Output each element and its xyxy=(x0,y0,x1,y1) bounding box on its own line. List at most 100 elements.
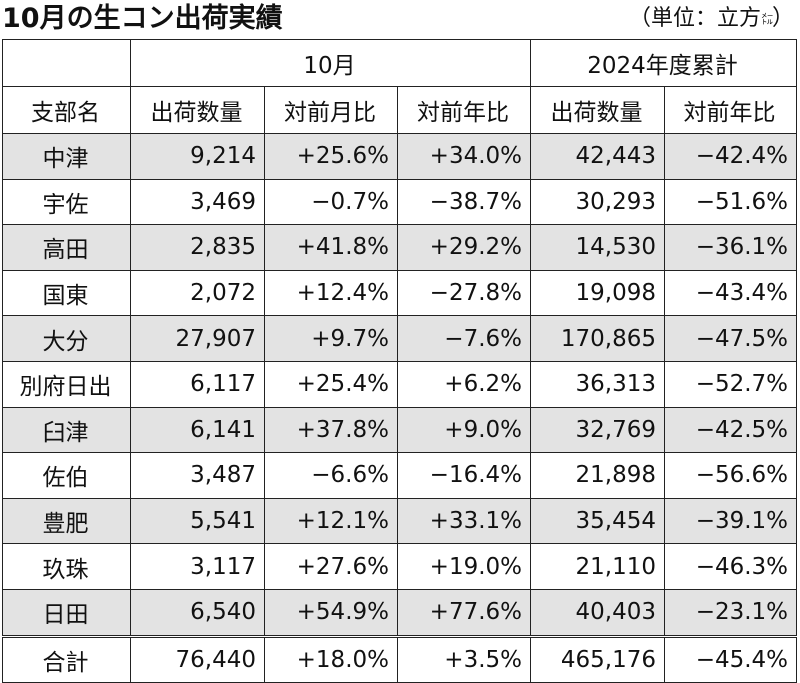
branch-name-cell: 国東 xyxy=(2,269,131,317)
month-qty-cell: 3,117 xyxy=(130,543,265,590)
month-qty-cell: 2,835 xyxy=(130,224,265,271)
table-row: 中津 9,214 +25.6% +34.0% 42,443 −42.4% xyxy=(2,133,798,180)
month-yoy-cell: +19.0% xyxy=(396,543,532,590)
header-column-row: 支部名 出荷数量 対前月比 対前年比 出荷数量 対前年比 xyxy=(2,86,798,134)
report-title: 10月の生コン出荷実績 xyxy=(2,3,283,34)
year-qty-cell: 465,176 xyxy=(530,634,666,683)
year-qty-cell: 30,293 xyxy=(530,178,666,226)
branch-name-cell: 中津 xyxy=(2,133,131,180)
year-qty-cell: 21,110 xyxy=(530,543,666,590)
month-qty-cell: 6,540 xyxy=(130,588,265,637)
month-mom-cell: −0.7% xyxy=(264,178,398,226)
month-qty-cell: 3,487 xyxy=(130,452,265,499)
year-qty-cell: 36,313 xyxy=(530,360,666,408)
month-yoy-cell: +33.1% xyxy=(396,497,532,545)
month-yoy-cell: +34.0% xyxy=(396,133,532,180)
month-mom-cell: +27.6% xyxy=(264,543,398,590)
year-qty-cell: 21,898 xyxy=(530,452,666,499)
month-yoy-cell: −27.8% xyxy=(396,269,532,317)
header-group-row: 10月 2024年度累計 xyxy=(2,39,798,87)
year-yoy-cell: −46.3% xyxy=(664,543,798,590)
month-mom-cell: +25.4% xyxy=(264,360,398,408)
month-yoy-cell: −38.7% xyxy=(396,178,532,226)
month-qty-cell: 6,117 xyxy=(130,360,265,408)
month-mom-cell: +41.8% xyxy=(264,224,398,271)
year-qty-cell: 19,098 xyxy=(530,269,666,317)
header-month-mom: 対前月比 xyxy=(264,86,398,134)
table-row: 日田 6,540 +54.9% +77.6% 40,403 −23.1% xyxy=(2,588,798,637)
year-yoy-cell: −39.1% xyxy=(664,497,798,545)
month-mom-cell: +25.6% xyxy=(264,133,398,180)
month-yoy-cell: −7.6% xyxy=(396,315,532,362)
year-qty-cell: 170,865 xyxy=(530,315,666,362)
total-row: 合計 76,440 +18.0% +3.5% 465,176 −45.4% xyxy=(2,634,798,683)
shipment-table: 10月 2024年度累計 支部名 出荷数量 対前月比 対前年比 出荷数量 対前年… xyxy=(2,39,798,683)
header-year-yoy: 対前年比 xyxy=(664,86,798,134)
branch-name-cell: 日田 xyxy=(2,588,131,637)
year-yoy-cell: −56.6% xyxy=(664,452,798,499)
year-qty-cell: 35,454 xyxy=(530,497,666,545)
month-yoy-cell: +3.5% xyxy=(396,634,532,683)
table-row: 臼津 6,141 +37.8% +9.0% 32,769 −42.5% xyxy=(2,406,798,454)
table-row: 国東 2,072 +12.4% −27.8% 19,098 −43.4% xyxy=(2,269,798,317)
branch-name-cell: 玖珠 xyxy=(2,543,131,590)
month-yoy-cell: +9.0% xyxy=(396,406,532,454)
year-qty-cell: 40,403 xyxy=(530,588,666,637)
table-row: 高田 2,835 +41.8% +29.2% 14,530 −36.1% xyxy=(2,224,798,271)
month-qty-cell: 6,141 xyxy=(130,406,265,454)
table-row: 大分 27,907 +9.7% −7.6% 170,865 −47.5% xyxy=(2,315,798,362)
branch-name-cell: 大分 xyxy=(2,315,131,362)
branch-name-cell: 合計 xyxy=(2,634,131,683)
month-mom-cell: +12.1% xyxy=(264,497,398,545)
year-yoy-cell: −42.4% xyxy=(664,133,798,180)
month-qty-cell: 3,469 xyxy=(130,178,265,226)
header-year-qty: 出荷数量 xyxy=(530,86,666,134)
year-yoy-cell: −23.1% xyxy=(664,588,798,637)
header-branch: 支部名 xyxy=(2,86,131,134)
header-month-yoy: 対前年比 xyxy=(396,86,532,134)
year-yoy-cell: −42.5% xyxy=(664,406,798,454)
branch-name-cell: 宇佐 xyxy=(2,178,131,226)
year-qty-cell: 14,530 xyxy=(530,224,666,271)
header-month-qty: 出荷数量 xyxy=(130,86,265,134)
month-mom-cell: +18.0% xyxy=(264,634,398,683)
header-group-year: 2024年度累計 xyxy=(530,39,798,87)
unit-close: ） xyxy=(771,6,794,31)
month-mom-cell: +54.9% xyxy=(264,588,398,637)
table-body: 中津 9,214 +25.6% +34.0% 42,443 −42.4% 宇佐 3,469 −0… xyxy=(2,133,798,683)
year-qty-cell: 32,769 xyxy=(530,406,666,454)
year-yoy-cell: −36.1% xyxy=(664,224,798,271)
month-yoy-cell: +77.6% xyxy=(396,588,532,637)
year-yoy-cell: −45.4% xyxy=(664,634,798,683)
branch-name-cell: 豊肥 xyxy=(2,497,131,545)
month-yoy-cell: +6.2% xyxy=(396,360,532,408)
month-mom-cell: −6.6% xyxy=(264,452,398,499)
month-qty-cell: 9,214 xyxy=(130,133,265,180)
month-yoy-cell: −16.4% xyxy=(396,452,532,499)
year-yoy-cell: −47.5% xyxy=(664,315,798,362)
unit-meter: ㍍ xyxy=(760,12,773,26)
year-yoy-cell: −51.6% xyxy=(664,178,798,226)
branch-name-cell: 臼津 xyxy=(2,406,131,454)
table-row: 佐伯 3,487 −6.6% −16.4% 21,898 −56.6% xyxy=(2,452,798,499)
unit-note: （単位：立方㍍） xyxy=(629,4,794,34)
branch-name-cell: 別府日出 xyxy=(2,360,131,408)
month-mom-cell: +37.8% xyxy=(264,406,398,454)
month-yoy-cell: +29.2% xyxy=(396,224,532,271)
unit-label: （単位：立方 xyxy=(628,6,761,31)
month-mom-cell: +9.7% xyxy=(264,315,398,362)
month-qty-cell: 27,907 xyxy=(130,315,265,362)
year-qty-cell: 42,443 xyxy=(530,133,666,180)
branch-name-cell: 佐伯 xyxy=(2,452,131,499)
year-yoy-cell: −43.4% xyxy=(664,269,798,317)
header-corner xyxy=(2,39,131,87)
year-yoy-cell: −52.7% xyxy=(664,360,798,408)
table-row: 別府日出 6,117 +25.4% +6.2% 36,313 −52.7% xyxy=(2,360,798,408)
table-row: 宇佐 3,469 −0.7% −38.7% 30,293 −51.6% xyxy=(2,178,798,226)
month-qty-cell: 5,541 xyxy=(130,497,265,545)
table-row: 玖珠 3,117 +27.6% +19.0% 21,110 −46.3% xyxy=(2,543,798,590)
month-qty-cell: 76,440 xyxy=(130,634,265,683)
table-row: 豊肥 5,541 +12.1% +33.1% 35,454 −39.1% xyxy=(2,497,798,545)
branch-name-cell: 高田 xyxy=(2,224,131,271)
month-qty-cell: 2,072 xyxy=(130,269,265,317)
